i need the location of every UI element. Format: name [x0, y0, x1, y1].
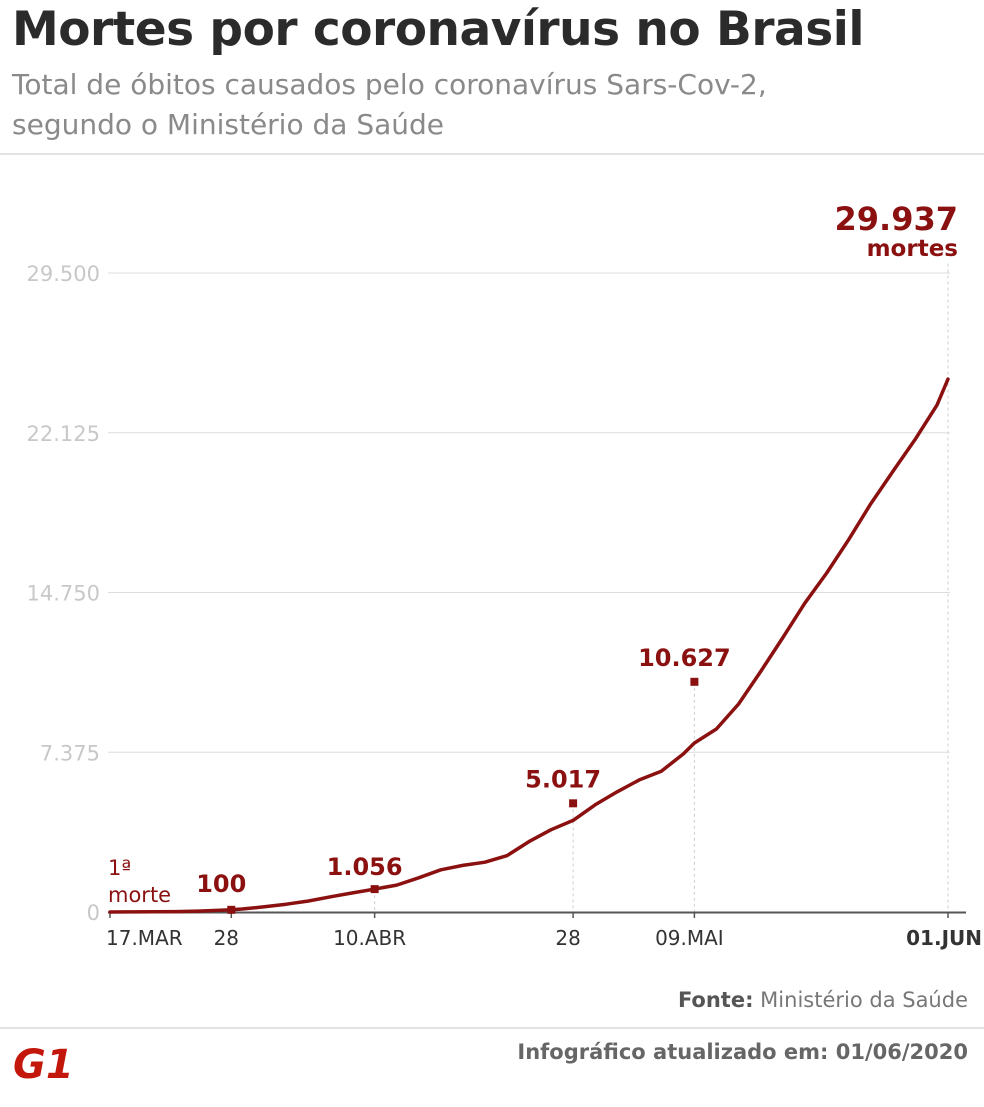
source-label: Fonte: — [677, 988, 754, 1012]
data-label: 10.627 — [638, 644, 731, 672]
y-tick-label: 29.500 — [27, 262, 100, 286]
header-divider — [0, 153, 984, 155]
chart-subtitle-line-1: Total de óbitos causados pelo coronavíru… — [12, 68, 767, 101]
deaths-series-line — [108, 377, 950, 914]
x-tick-label: 10.ABR — [333, 926, 406, 950]
deaths-line-chart: 0 7.375 14.750 22.125 29.500 17.MAR 28 10.ABR 28… — [27, 200, 982, 950]
data-point-marker — [227, 905, 236, 914]
chart-subtitle-line-2: segundo o Ministério da Saúde — [12, 108, 445, 141]
data-label: 100 — [196, 870, 246, 898]
updated-note: Infográfico atualizado em: 01/06/2020 — [517, 1040, 968, 1064]
final-value-label: 29.937 — [835, 200, 958, 238]
final-value-sublabel: mortes — [867, 236, 958, 262]
first-death-label-bottom: morte — [108, 883, 171, 907]
data-point-marker — [690, 677, 699, 686]
x-tick-label: 28 — [214, 926, 239, 950]
y-tick-label: 22.125 — [27, 422, 100, 446]
data-label: 1.056 — [327, 853, 403, 881]
chart-title: Mortes por coronavírus no Brasil — [12, 2, 864, 57]
g1-logo-text: G1 — [13, 1042, 74, 1084]
data-point-marker — [569, 799, 578, 808]
data-label: 5.017 — [525, 765, 601, 793]
footer-divider — [0, 1027, 984, 1029]
x-tick-label: 17.MAR — [106, 926, 183, 950]
source-text: Ministério da Saúde — [753, 988, 968, 1012]
source-note: Fonte: Ministério da Saúde — [678, 988, 968, 1012]
y-tick-label: 7.375 — [40, 741, 100, 765]
g1-logo: G1 — [13, 1042, 74, 1084]
x-tick-label: 28 — [555, 926, 580, 950]
x-tick-label: 09.MAI — [655, 926, 724, 950]
first-death-label-top: 1ª — [108, 856, 131, 880]
data-point-marker — [370, 885, 379, 894]
y-tick-label: 14.750 — [27, 582, 100, 606]
y-tick-label: 0 — [87, 901, 100, 925]
x-tick-label: 01.JUN — [906, 926, 982, 950]
